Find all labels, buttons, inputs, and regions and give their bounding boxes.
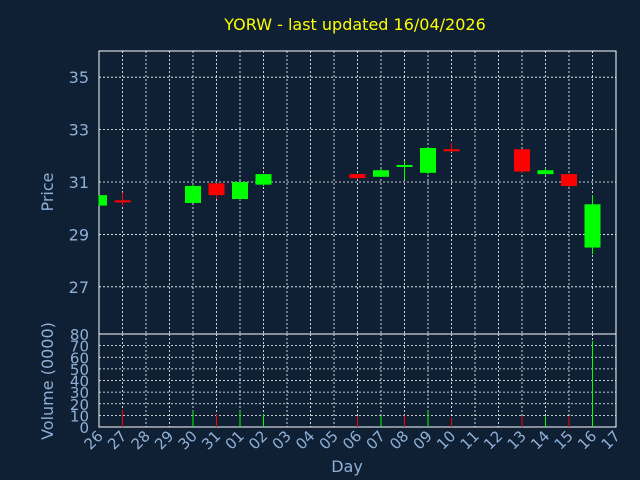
candle-body <box>420 147 436 173</box>
candle-body <box>537 170 554 175</box>
day-tick-label: 29 <box>151 427 177 453</box>
volume-tick-label: 20 <box>70 396 89 414</box>
day-tick-label: 05 <box>316 427 342 453</box>
day-tick-label: 31 <box>198 427 224 453</box>
day-tick-label: 13 <box>504 427 530 453</box>
day-tick-label: 08 <box>386 427 412 453</box>
price-tick-label: 35 <box>69 68 89 87</box>
candle-body <box>99 195 107 206</box>
volume-tick-label: 70 <box>70 338 89 356</box>
day-tick-label: 10 <box>433 427 459 453</box>
candle-body <box>349 174 366 179</box>
day-tick-label: 17 <box>598 427 624 453</box>
volume-panel: 0102030405060708026272829303101020304050… <box>70 326 624 453</box>
day-tick-label: 07 <box>363 427 389 453</box>
price-tick-label: 33 <box>69 121 89 140</box>
volume-tick-label: 40 <box>70 373 89 391</box>
candle-body <box>443 149 460 152</box>
price-tick-label: 29 <box>69 225 89 244</box>
day-tick-label: 16 <box>574 427 600 453</box>
day-tick-label: 03 <box>269 427 295 453</box>
day-tick-label: 15 <box>551 427 577 453</box>
candle-body <box>185 185 201 203</box>
candle-body <box>584 204 601 248</box>
candle-body <box>373 170 389 177</box>
volume-axis-label: Volume (0000) <box>38 322 57 440</box>
candle-body <box>114 200 131 203</box>
day-tick-label: 14 <box>527 427 553 453</box>
day-tick-label: 01 <box>222 427 248 453</box>
price-tick-label: 27 <box>69 278 89 297</box>
day-tick-label: 04 <box>292 427 318 453</box>
day-axis-label: Day <box>331 457 363 476</box>
candle-body <box>561 174 577 186</box>
price-panel: 27 29 31 33 35 <box>69 50 617 335</box>
candle-body <box>396 164 413 167</box>
candle-body <box>208 183 225 196</box>
day-tick-label: 11 <box>457 427 483 453</box>
day-tick-label: 28 <box>128 427 154 453</box>
volume-tick-label: 0 <box>79 419 89 437</box>
day-tick-label: 12 <box>480 427 506 453</box>
day-tick-label: 09 <box>410 427 436 453</box>
volume-tick-label: 30 <box>70 384 89 402</box>
volume-tick-label: 50 <box>70 361 89 379</box>
day-tick-label: 30 <box>175 427 201 453</box>
day-tick-label: 27 <box>104 427 130 453</box>
price-tick-label: 31 <box>69 173 89 192</box>
candle-body <box>232 182 248 200</box>
volume-tick-label: 10 <box>70 407 89 425</box>
day-tick-label: 06 <box>339 427 365 453</box>
candle-body <box>514 149 530 172</box>
candle-body <box>255 174 272 185</box>
volume-tick-label: 60 <box>70 349 89 367</box>
chart-title: YORW - last updated 16/04/2026 <box>223 15 486 34</box>
volume-tick-label: 80 <box>70 326 89 344</box>
day-tick-label: 02 <box>245 427 271 453</box>
price-axis-label: Price <box>38 172 57 211</box>
